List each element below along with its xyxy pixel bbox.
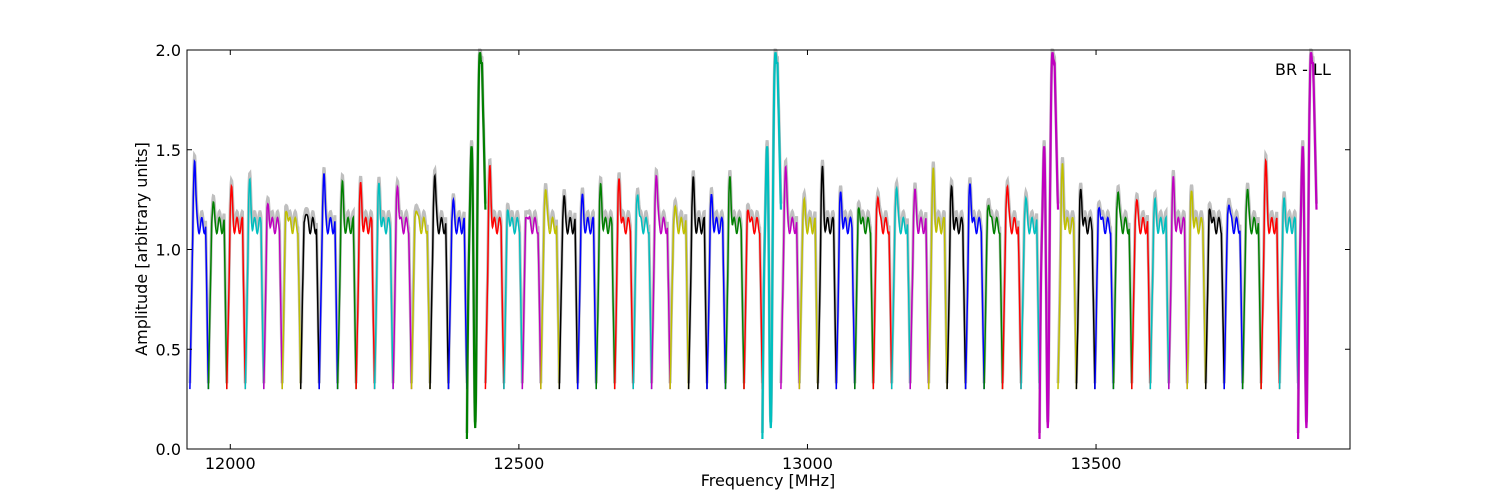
x-tick-label: 12500	[493, 454, 544, 473]
channel-series-line	[540, 189, 561, 390]
channel-series-line	[1186, 190, 1207, 390]
channel-series-line	[835, 191, 856, 390]
channel-series-line	[484, 164, 505, 390]
channel-series-line	[669, 204, 690, 390]
channel-series-line	[392, 184, 413, 390]
y-tick-label: 1.0	[156, 241, 181, 260]
channel-series-line	[1278, 197, 1299, 390]
channel-series-line	[890, 185, 911, 390]
channel-series-line	[946, 184, 967, 390]
channel-series-line	[854, 206, 875, 390]
channel-series-line	[613, 178, 634, 390]
channel-series-line	[1204, 208, 1225, 390]
channel-series-line	[798, 196, 819, 390]
channel-series-line	[1020, 195, 1041, 390]
channel-series-line	[336, 179, 357, 390]
y-axis-label: Amplitude [arbitrary units]	[132, 142, 151, 356]
channel-series-line	[447, 196, 468, 390]
channel-series-line	[355, 181, 376, 390]
channel-series-line	[595, 182, 616, 390]
channel-series-line	[576, 193, 597, 390]
channel-series-line	[909, 188, 930, 390]
channel-series-line	[927, 167, 948, 390]
channel-series-line	[743, 209, 764, 390]
channel-series-line	[1297, 52, 1318, 440]
channel-series-line	[373, 182, 394, 390]
channel-series-line	[558, 195, 579, 390]
channel-series-line	[1001, 184, 1022, 390]
y-tick-label: 0.5	[156, 340, 181, 359]
channel-series-line	[706, 193, 727, 390]
channel-series-line	[817, 165, 838, 390]
channel-series-line	[1038, 52, 1060, 440]
y-tick-label: 1.5	[156, 141, 181, 160]
channel-series-line	[429, 173, 450, 390]
x-axis-label: Frequency [MHz]	[701, 471, 835, 490]
channel-series-line	[964, 183, 985, 390]
channel-series-line	[724, 176, 745, 390]
channel-series-line	[1094, 206, 1115, 390]
channel-series-line	[1131, 198, 1152, 390]
channel-series-line	[226, 183, 247, 390]
channel-series-line	[1075, 188, 1096, 390]
annotation-label: BR - LL	[1275, 60, 1331, 79]
channel-series-line	[1223, 204, 1244, 390]
y-tick-label: 2.0	[156, 41, 181, 60]
channel-series-line	[465, 52, 487, 440]
channel-series-line	[1260, 157, 1281, 390]
channel-series-line	[1168, 176, 1188, 390]
channel-series-line	[1057, 163, 1078, 390]
channel-series-line	[503, 209, 524, 390]
channel-series-line	[1241, 188, 1262, 390]
channel-series-line	[650, 174, 671, 390]
tick-layer: 12000 12500 13000 13500 0.0 0.5 1.0 1.5 2.0	[156, 41, 1350, 473]
channel-series-line	[687, 176, 708, 390]
channel-series-line	[872, 195, 893, 390]
series-layer	[188, 48, 1318, 440]
channel-series-line	[189, 158, 210, 390]
channel-series-line	[780, 164, 801, 390]
channel-series-line	[263, 202, 283, 390]
channel-series-line	[983, 204, 1004, 390]
channel-series-line	[1112, 191, 1133, 390]
y-tick-label: 0.0	[156, 440, 181, 459]
x-tick-label: 13000	[782, 454, 833, 473]
channel-series-line	[318, 173, 339, 390]
channel-series-line	[1149, 196, 1170, 390]
x-tick-label: 12000	[205, 454, 256, 473]
channel-series-line	[244, 177, 265, 390]
x-tick-label: 13500	[1071, 454, 1122, 473]
channel-series-line	[410, 210, 431, 390]
channel-series-line	[521, 215, 542, 390]
channel-series-line	[299, 213, 320, 390]
channel-series-line	[281, 210, 302, 390]
channel-series-line	[761, 52, 782, 440]
channel-series-line	[632, 194, 653, 390]
channel-series-line	[207, 200, 228, 390]
